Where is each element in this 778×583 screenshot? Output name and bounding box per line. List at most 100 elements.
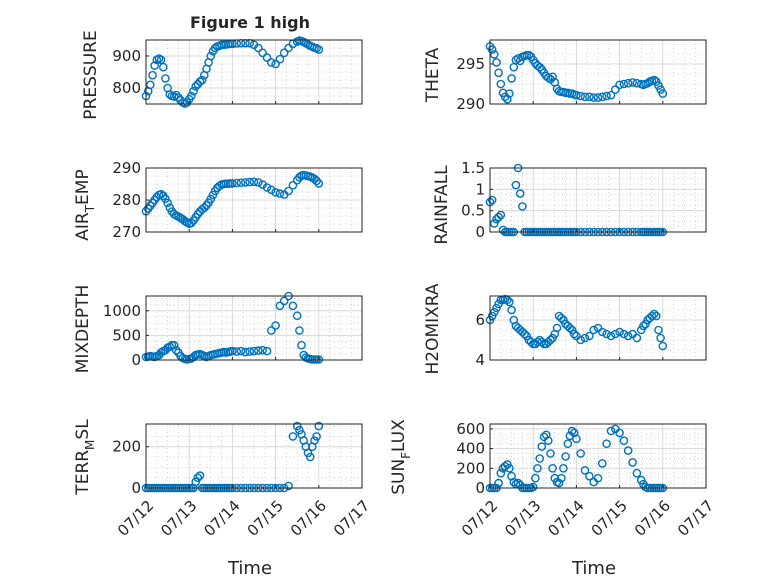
data-point xyxy=(537,442,547,451)
data-point xyxy=(292,421,302,431)
data-point xyxy=(502,94,512,104)
data-point xyxy=(576,91,586,101)
data-point xyxy=(569,329,579,339)
ylabel-sun-flux-rest: LUX xyxy=(389,419,409,452)
ytick-label: 800 xyxy=(112,79,141,97)
data-point xyxy=(206,51,216,61)
axes-frame xyxy=(145,423,363,489)
data-point xyxy=(533,463,542,473)
data-point xyxy=(602,439,611,449)
data-point xyxy=(567,426,577,436)
xtick-label: 07/17 xyxy=(330,497,373,540)
data-point xyxy=(611,329,620,339)
data-point xyxy=(197,75,207,85)
data-point xyxy=(241,347,250,357)
axes-terr-msl: 0 200 07/12 07/13 07/14 07/15 07/16 07/17 xyxy=(112,421,373,540)
data-point xyxy=(619,79,629,89)
data-point xyxy=(292,311,302,321)
data-point xyxy=(253,178,263,187)
data-point xyxy=(513,478,523,488)
data-point xyxy=(169,92,179,101)
data-point xyxy=(563,439,573,449)
data-point xyxy=(561,452,570,461)
data-point xyxy=(189,86,198,96)
ytick-label: 500 xyxy=(112,326,141,344)
data-point xyxy=(632,333,642,343)
data-point xyxy=(249,177,259,187)
data-point xyxy=(494,212,503,222)
data-point xyxy=(271,321,280,330)
data-point xyxy=(619,436,629,446)
data-point xyxy=(271,59,280,69)
data-point xyxy=(191,477,200,487)
ylabel-terr-msl-sub: M xyxy=(83,440,97,450)
data-point xyxy=(496,210,506,220)
axes-h2omixra: 46 xyxy=(475,294,707,369)
xtick-label: 07/12 xyxy=(114,497,157,540)
data-point xyxy=(303,448,313,458)
data-point xyxy=(295,425,304,435)
data-point xyxy=(585,92,594,102)
axes-frame xyxy=(145,295,363,361)
data-point xyxy=(557,473,566,483)
data-point xyxy=(572,434,581,444)
data-point xyxy=(589,93,599,102)
xtick-label: 07/13 xyxy=(501,497,544,540)
ytick-label: 290 xyxy=(456,95,485,113)
data-point xyxy=(156,55,166,65)
data-point xyxy=(165,342,175,352)
data-point xyxy=(528,482,538,492)
data-point xyxy=(288,301,298,311)
data-point xyxy=(310,174,319,184)
data-point xyxy=(496,468,506,478)
data-point xyxy=(647,311,657,321)
data-point xyxy=(314,45,324,54)
ytick-label: 900 xyxy=(112,47,141,65)
data-point xyxy=(524,50,534,60)
data-point xyxy=(163,198,172,208)
data-point xyxy=(548,463,557,473)
ylabel-sun-flux-sub: F xyxy=(399,452,413,459)
data-point xyxy=(266,326,276,335)
data-point xyxy=(236,178,246,187)
data-point xyxy=(535,62,545,72)
data-point xyxy=(148,70,157,80)
data-point xyxy=(253,346,263,355)
data-point xyxy=(559,463,568,473)
data-point xyxy=(598,327,607,337)
ytick-label: 0 xyxy=(131,479,141,497)
data-point xyxy=(262,346,272,356)
data-point xyxy=(228,179,237,188)
ytick-label: 0 xyxy=(131,351,141,369)
data-point xyxy=(552,323,562,333)
data-point xyxy=(507,74,516,83)
data-point xyxy=(576,449,586,458)
data-point xyxy=(314,179,324,188)
figure-title: Figure 1 high xyxy=(190,13,310,32)
ytick-label: 270 xyxy=(112,223,141,241)
data-point xyxy=(210,43,220,53)
data-point xyxy=(654,325,663,335)
data-point xyxy=(295,326,304,335)
ylabel-rainfall: RAINFALL xyxy=(432,165,452,245)
ytick-label: 280 xyxy=(112,191,141,209)
data-point xyxy=(623,331,633,341)
ytick-label: 0 xyxy=(475,479,485,497)
data-point xyxy=(284,186,293,196)
ytick-label: 600 xyxy=(456,420,485,438)
data-point xyxy=(305,452,315,462)
data-point xyxy=(171,345,181,355)
data-point xyxy=(228,346,237,356)
ytick-label: 200 xyxy=(456,459,485,477)
data-point xyxy=(615,428,624,438)
data-point xyxy=(554,478,564,488)
data-point xyxy=(520,329,529,339)
data-point xyxy=(505,89,514,98)
xtick-label: 07/12 xyxy=(458,497,501,540)
data-point xyxy=(279,48,289,58)
data-point xyxy=(245,347,254,356)
data-point xyxy=(580,465,590,475)
data-point xyxy=(275,301,285,311)
data-point xyxy=(312,176,321,186)
